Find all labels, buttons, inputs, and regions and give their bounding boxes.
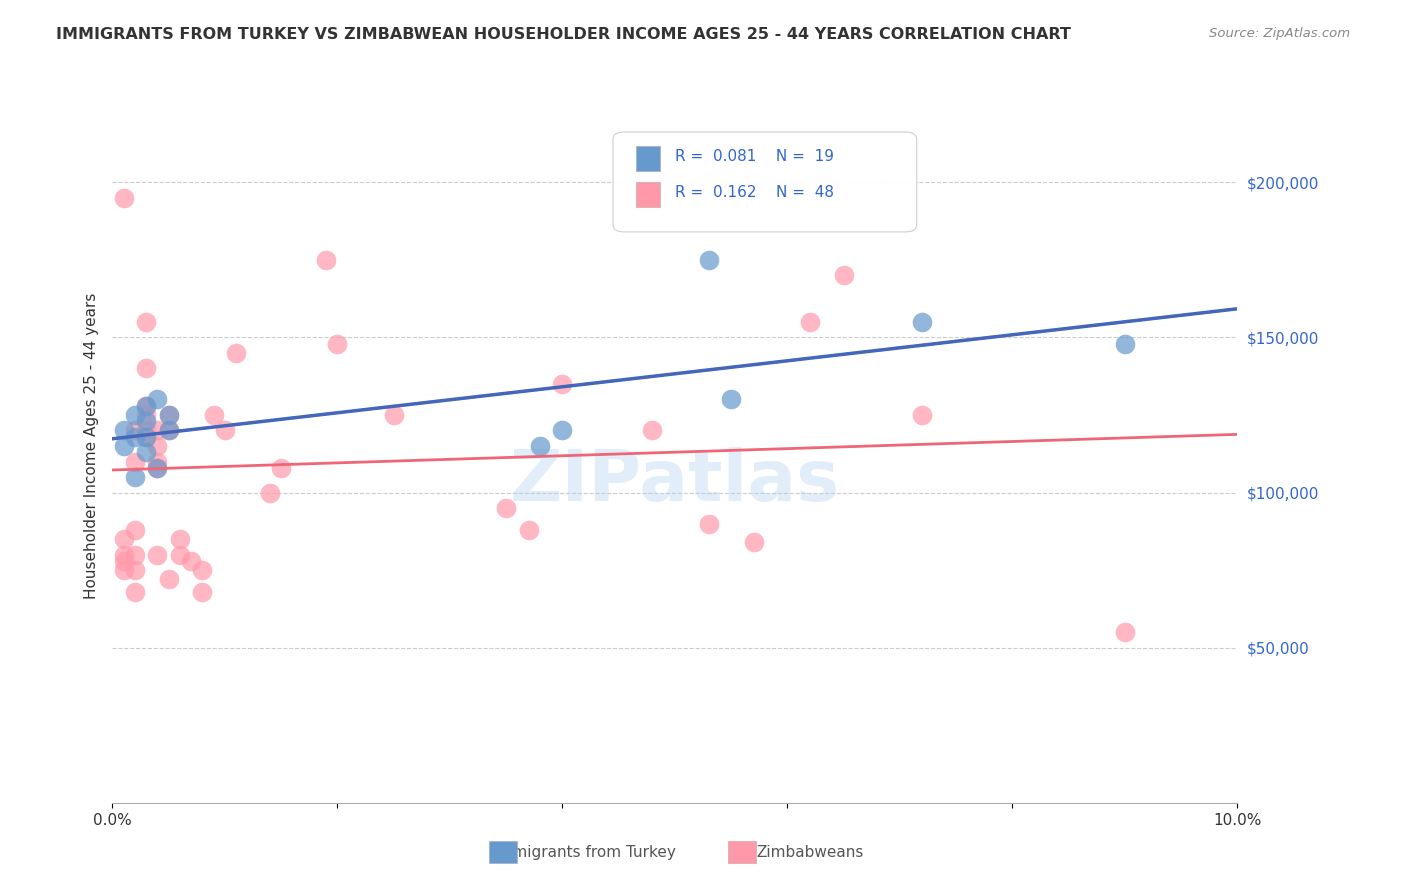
Point <box>157 408 180 422</box>
Point <box>382 408 405 422</box>
Point <box>202 408 225 422</box>
Point <box>720 392 742 407</box>
Point <box>551 424 574 438</box>
Point <box>191 584 214 599</box>
Point <box>157 573 180 587</box>
Point <box>157 424 180 438</box>
Point <box>112 563 135 577</box>
Point <box>124 523 146 537</box>
Point <box>135 430 157 444</box>
Point <box>112 424 135 438</box>
FancyBboxPatch shape <box>489 840 517 863</box>
Point <box>146 460 169 475</box>
Y-axis label: Householder Income Ages 25 - 44 years: Householder Income Ages 25 - 44 years <box>83 293 98 599</box>
Point <box>135 430 157 444</box>
Text: Immigrants from Turkey: Immigrants from Turkey <box>494 846 676 860</box>
Point <box>124 454 146 468</box>
Point <box>214 424 236 438</box>
Point <box>495 501 517 516</box>
Point <box>146 392 169 407</box>
Point <box>135 408 157 422</box>
Point <box>832 268 855 283</box>
Point <box>270 460 292 475</box>
Point <box>697 252 720 267</box>
Point <box>697 516 720 531</box>
Point <box>326 336 349 351</box>
Point <box>135 424 157 438</box>
Point <box>135 399 157 413</box>
Point <box>135 361 157 376</box>
Point <box>135 315 157 329</box>
Point <box>742 535 765 549</box>
FancyBboxPatch shape <box>728 840 756 863</box>
Point <box>112 532 135 546</box>
Point <box>146 439 169 453</box>
Point <box>799 315 821 329</box>
Point <box>225 346 247 360</box>
Text: ZIPatlas: ZIPatlas <box>510 447 839 516</box>
Point <box>315 252 337 267</box>
FancyBboxPatch shape <box>636 146 661 171</box>
Point <box>911 315 934 329</box>
Point <box>124 430 146 444</box>
Point <box>157 408 180 422</box>
FancyBboxPatch shape <box>613 132 917 232</box>
Point <box>112 439 135 453</box>
Point <box>124 408 146 422</box>
Point <box>259 485 281 500</box>
Point <box>124 548 146 562</box>
Point <box>124 584 146 599</box>
Point <box>146 548 169 562</box>
FancyBboxPatch shape <box>636 182 661 207</box>
Point <box>112 548 135 562</box>
Point <box>146 460 169 475</box>
Point <box>1114 336 1136 351</box>
Text: IMMIGRANTS FROM TURKEY VS ZIMBABWEAN HOUSEHOLDER INCOME AGES 25 - 44 YEARS CORRE: IMMIGRANTS FROM TURKEY VS ZIMBABWEAN HOU… <box>56 27 1071 42</box>
Point <box>135 414 157 428</box>
Text: Source: ZipAtlas.com: Source: ZipAtlas.com <box>1209 27 1350 40</box>
Point <box>551 376 574 391</box>
Point <box>146 454 169 468</box>
Point <box>180 554 202 568</box>
Point <box>517 523 540 537</box>
Point <box>135 445 157 459</box>
Point <box>191 563 214 577</box>
Point <box>157 424 180 438</box>
Text: Zimbabweans: Zimbabweans <box>756 846 863 860</box>
Point <box>169 532 191 546</box>
Point <box>1114 625 1136 640</box>
Point <box>124 424 146 438</box>
Point <box>112 191 135 205</box>
Point <box>135 399 157 413</box>
Point <box>911 408 934 422</box>
Point <box>146 424 169 438</box>
Point <box>169 548 191 562</box>
Point <box>124 470 146 484</box>
Point <box>112 554 135 568</box>
Text: R =  0.162    N =  48: R = 0.162 N = 48 <box>675 186 834 200</box>
Point <box>529 439 551 453</box>
Text: R =  0.081    N =  19: R = 0.081 N = 19 <box>675 150 834 164</box>
Point <box>124 563 146 577</box>
Point <box>641 424 664 438</box>
